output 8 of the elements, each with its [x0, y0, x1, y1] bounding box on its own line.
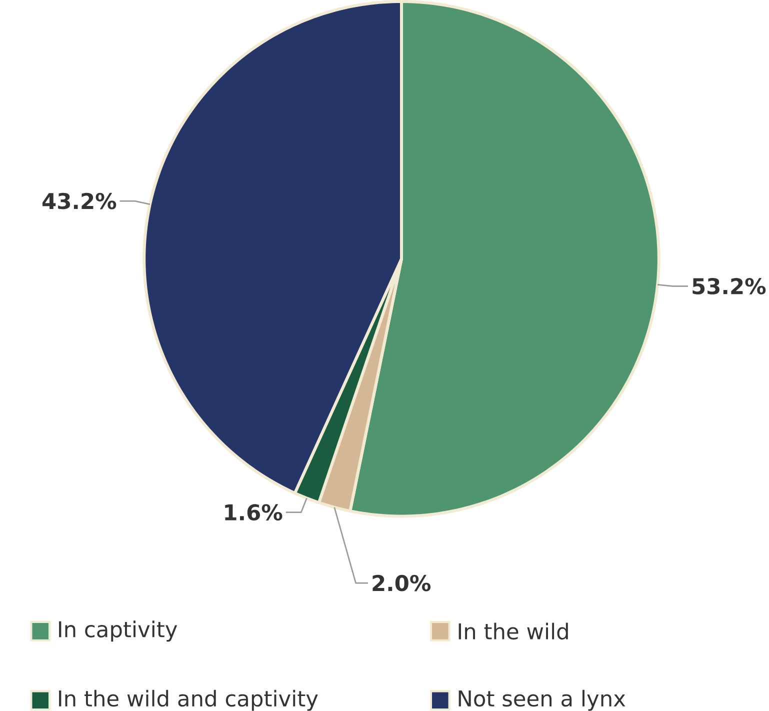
- data-label: 53.2%: [692, 278, 766, 294]
- legend-label: In the wild: [458, 622, 568, 640]
- data-label: 2.0%: [372, 574, 431, 592]
- data-label: 43.2%: [42, 192, 116, 210]
- data-label: 1.6%: [225, 504, 282, 521]
- legend-label: Not seen a lynx: [458, 690, 626, 711]
- legend-label: In captivity: [59, 620, 178, 642]
- legend-label: In the wild and captivity: [59, 690, 318, 711]
